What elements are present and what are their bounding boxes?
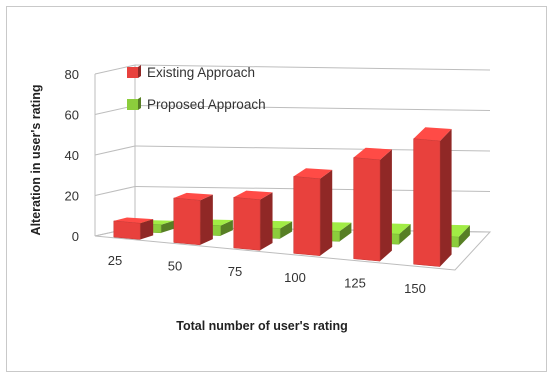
gridline (134, 64, 491, 71)
x-tick-label: 75 (228, 264, 242, 279)
x-tick-label: 125 (344, 276, 366, 291)
x-axis-title: Total number of user's rating (176, 319, 348, 333)
legend-swatch (127, 65, 141, 78)
legend-label: Proposed Approach (147, 97, 266, 112)
bar-existing (293, 168, 333, 257)
gridline (134, 105, 491, 111)
y-tick-label: 0 (72, 229, 79, 244)
y-tick-label: 40 (65, 148, 79, 163)
bar-existing (233, 190, 273, 251)
x-tick-label: 100 (284, 270, 306, 285)
gridline-side (94, 64, 136, 75)
bar-existing (353, 147, 392, 262)
x-tick-label: 25 (108, 253, 122, 268)
legend-label: Existing Approach (147, 65, 255, 80)
x-tick-label: 150 (404, 281, 426, 296)
x-tick-label: 50 (168, 259, 182, 274)
gridline-side (94, 145, 136, 156)
y-tick-label: 80 (65, 67, 79, 82)
y-tick-label: 20 (65, 189, 79, 204)
bar-existing (413, 127, 452, 267)
legend-swatch (127, 97, 141, 110)
y-tick-label: 60 (65, 108, 79, 123)
y-axis-title: Alteration in user's rating (29, 85, 43, 236)
bar-existing (113, 217, 154, 240)
gridline-side (94, 186, 136, 196)
bar-existing (173, 192, 213, 246)
